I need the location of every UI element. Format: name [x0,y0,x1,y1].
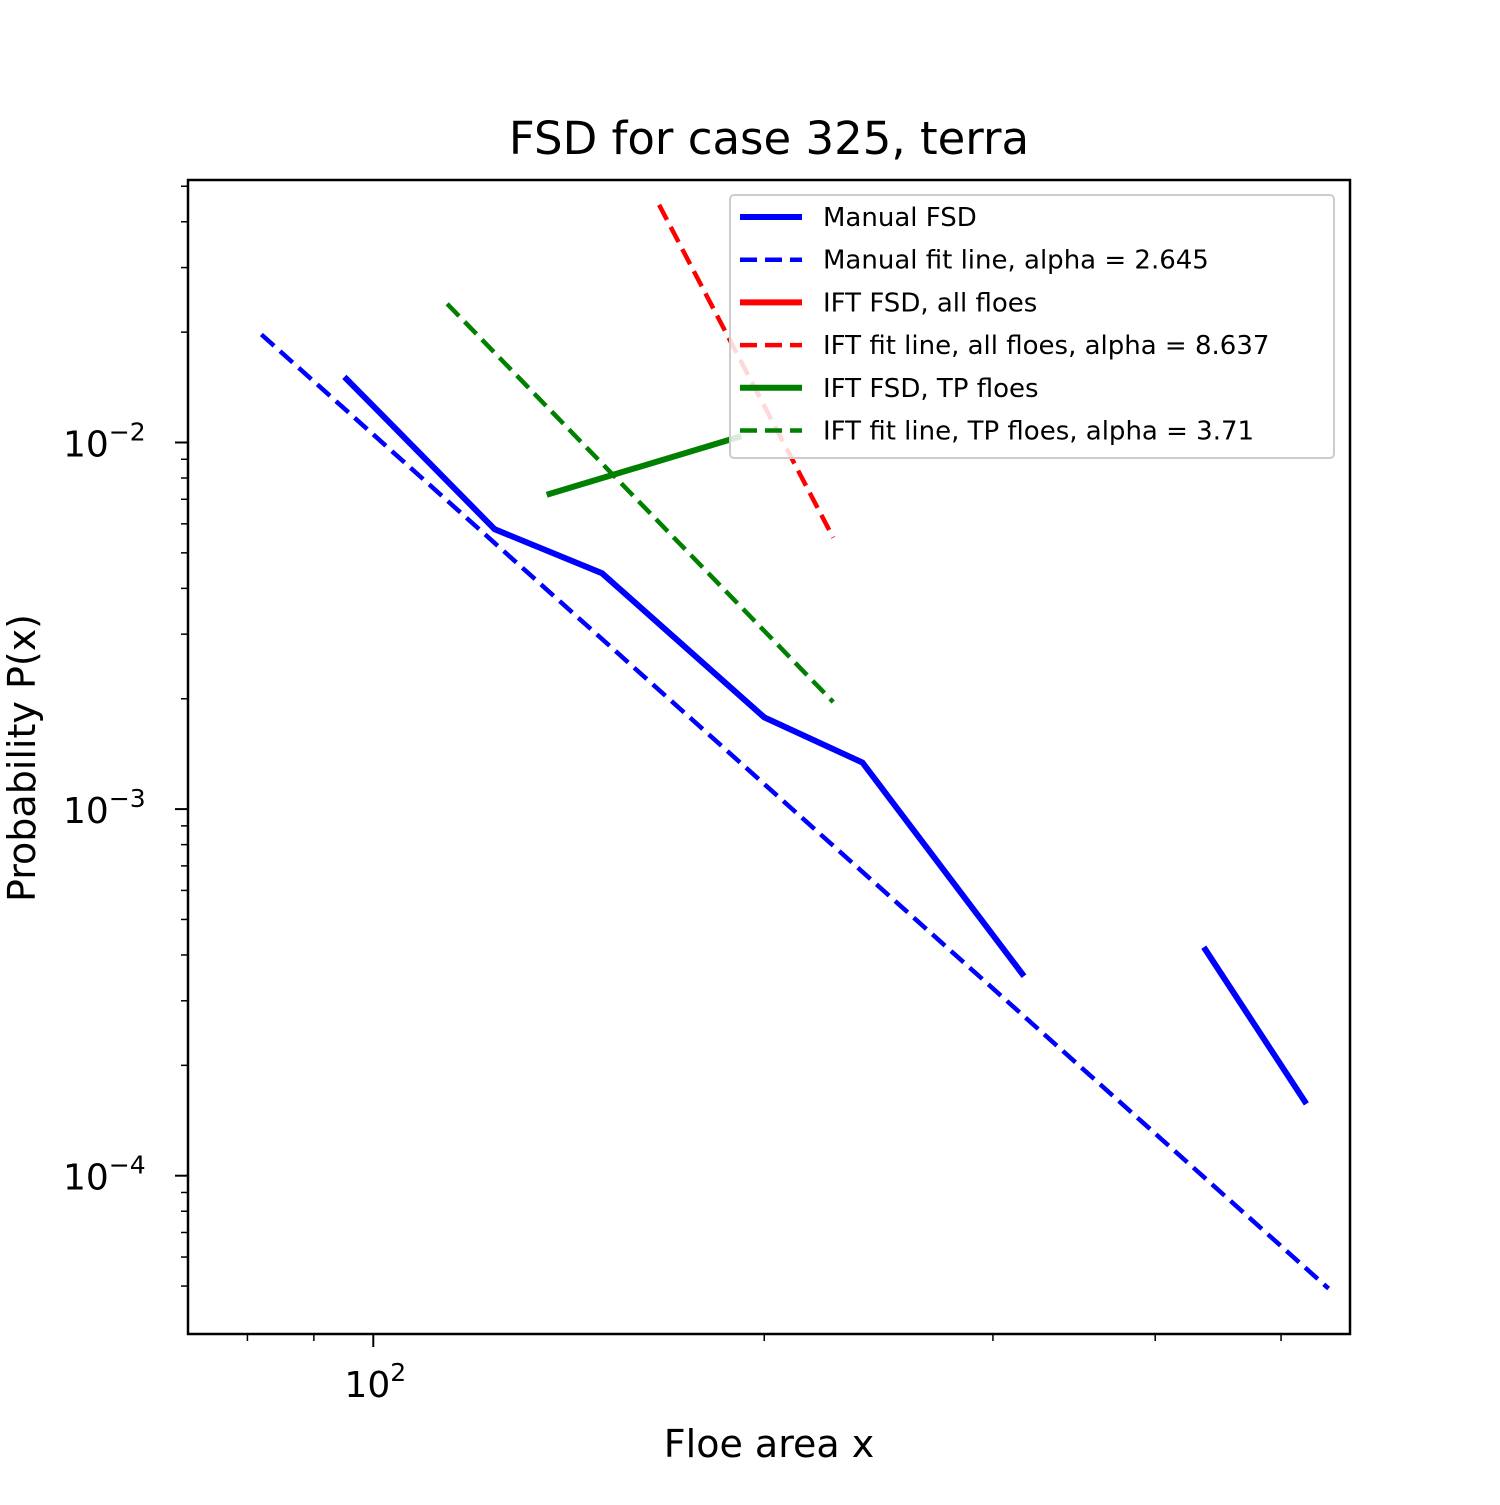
series-0-segment-1-line [1201,945,1309,1106]
series-1-segment-0-line [259,332,1331,1291]
y-tick-label: 10−3 [63,784,146,832]
legend-box [729,194,1335,459]
series-4-segment-0-line [545,433,743,498]
legend-label: IFT fit line, all floes, alpha = 8.637 [823,331,1269,361]
x-tick-label: 102 [344,1358,406,1406]
y-axis-label: Probability P(x) [0,614,44,902]
legend-label: IFT fit line, TP floes, alpha = 3.71 [823,417,1254,447]
legend: Manual FSD Manual fit line, alpha = 2.645… [729,194,1335,459]
x-axis-label: Floe area x [664,1422,874,1466]
series-5-segment-0-line [445,302,835,704]
y-tick-label: 10−2 [63,417,146,465]
legend-label: IFT FSD, TP floes [823,374,1039,404]
legend-label: Manual fit line, alpha = 2.645 [823,246,1209,276]
y-tick-label: 10−4 [63,1151,146,1199]
legend-label: Manual FSD [823,203,977,233]
axis-ticks: 102 10−2 10−3 10−4 [63,185,1282,1406]
plot-frame [186,178,1352,1336]
chart-title: FSD for case 325, terra [509,112,1029,165]
series-0-segment-0-line [342,374,1027,979]
legend-label: IFT FSD, all floes [823,288,1037,318]
